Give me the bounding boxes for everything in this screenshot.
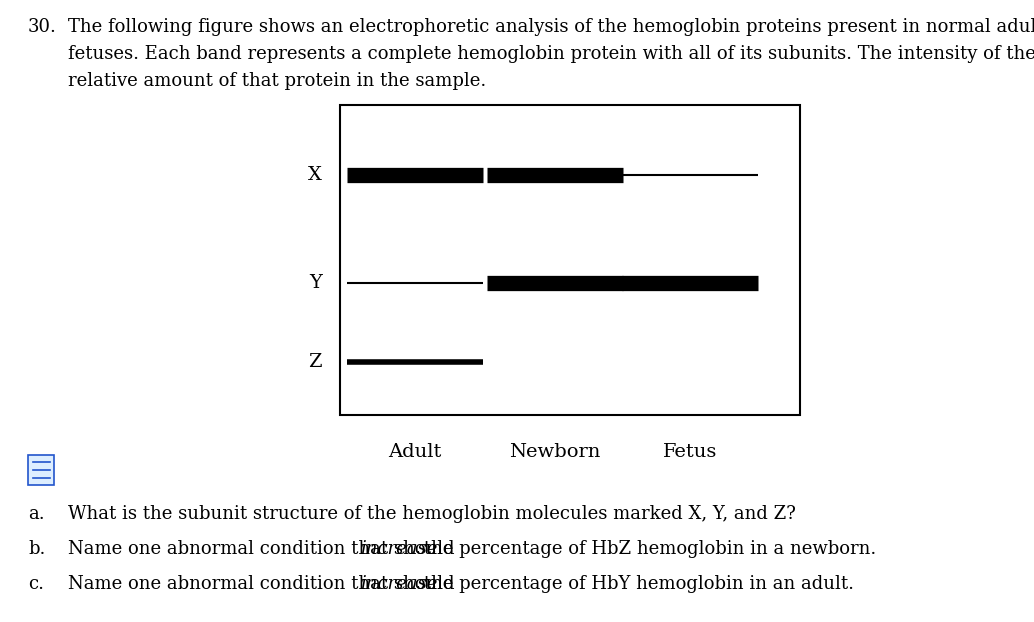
- Text: increase: increase: [360, 540, 437, 558]
- Text: b.: b.: [28, 540, 45, 558]
- Text: Y: Y: [309, 274, 322, 292]
- Text: Newborn: Newborn: [510, 443, 601, 461]
- Bar: [28, 455, 54, 485]
- Text: c.: c.: [28, 575, 44, 593]
- Text: relative amount of that protein in the sample.: relative amount of that protein in the s…: [68, 72, 486, 90]
- Text: Fetus: Fetus: [663, 443, 718, 461]
- Text: Z: Z: [308, 353, 322, 371]
- Text: the percentage of HbY hemoglobin in an adult.: the percentage of HbY hemoglobin in an a…: [419, 575, 854, 593]
- Bar: [340, 105, 800, 415]
- Text: The following figure shows an electrophoretic analysis of the hemoglobin protein: The following figure shows an electropho…: [68, 18, 1034, 36]
- Text: 30.: 30.: [28, 18, 57, 36]
- Text: Name one abnormal condition that should: Name one abnormal condition that should: [68, 575, 460, 593]
- Text: X: X: [308, 166, 322, 184]
- Text: a.: a.: [28, 505, 44, 523]
- Text: What is the subunit structure of the hemoglobin molecules marked X, Y, and Z?: What is the subunit structure of the hem…: [68, 505, 796, 523]
- Text: Adult: Adult: [389, 443, 442, 461]
- Text: increase: increase: [360, 575, 437, 593]
- Text: the percentage of HbZ hemoglobin in a newborn.: the percentage of HbZ hemoglobin in a ne…: [419, 540, 877, 558]
- Text: fetuses. Each band represents a complete hemoglobin protein with all of its subu: fetuses. Each band represents a complete…: [68, 45, 1034, 63]
- Text: Name one abnormal condition that should: Name one abnormal condition that should: [68, 540, 460, 558]
